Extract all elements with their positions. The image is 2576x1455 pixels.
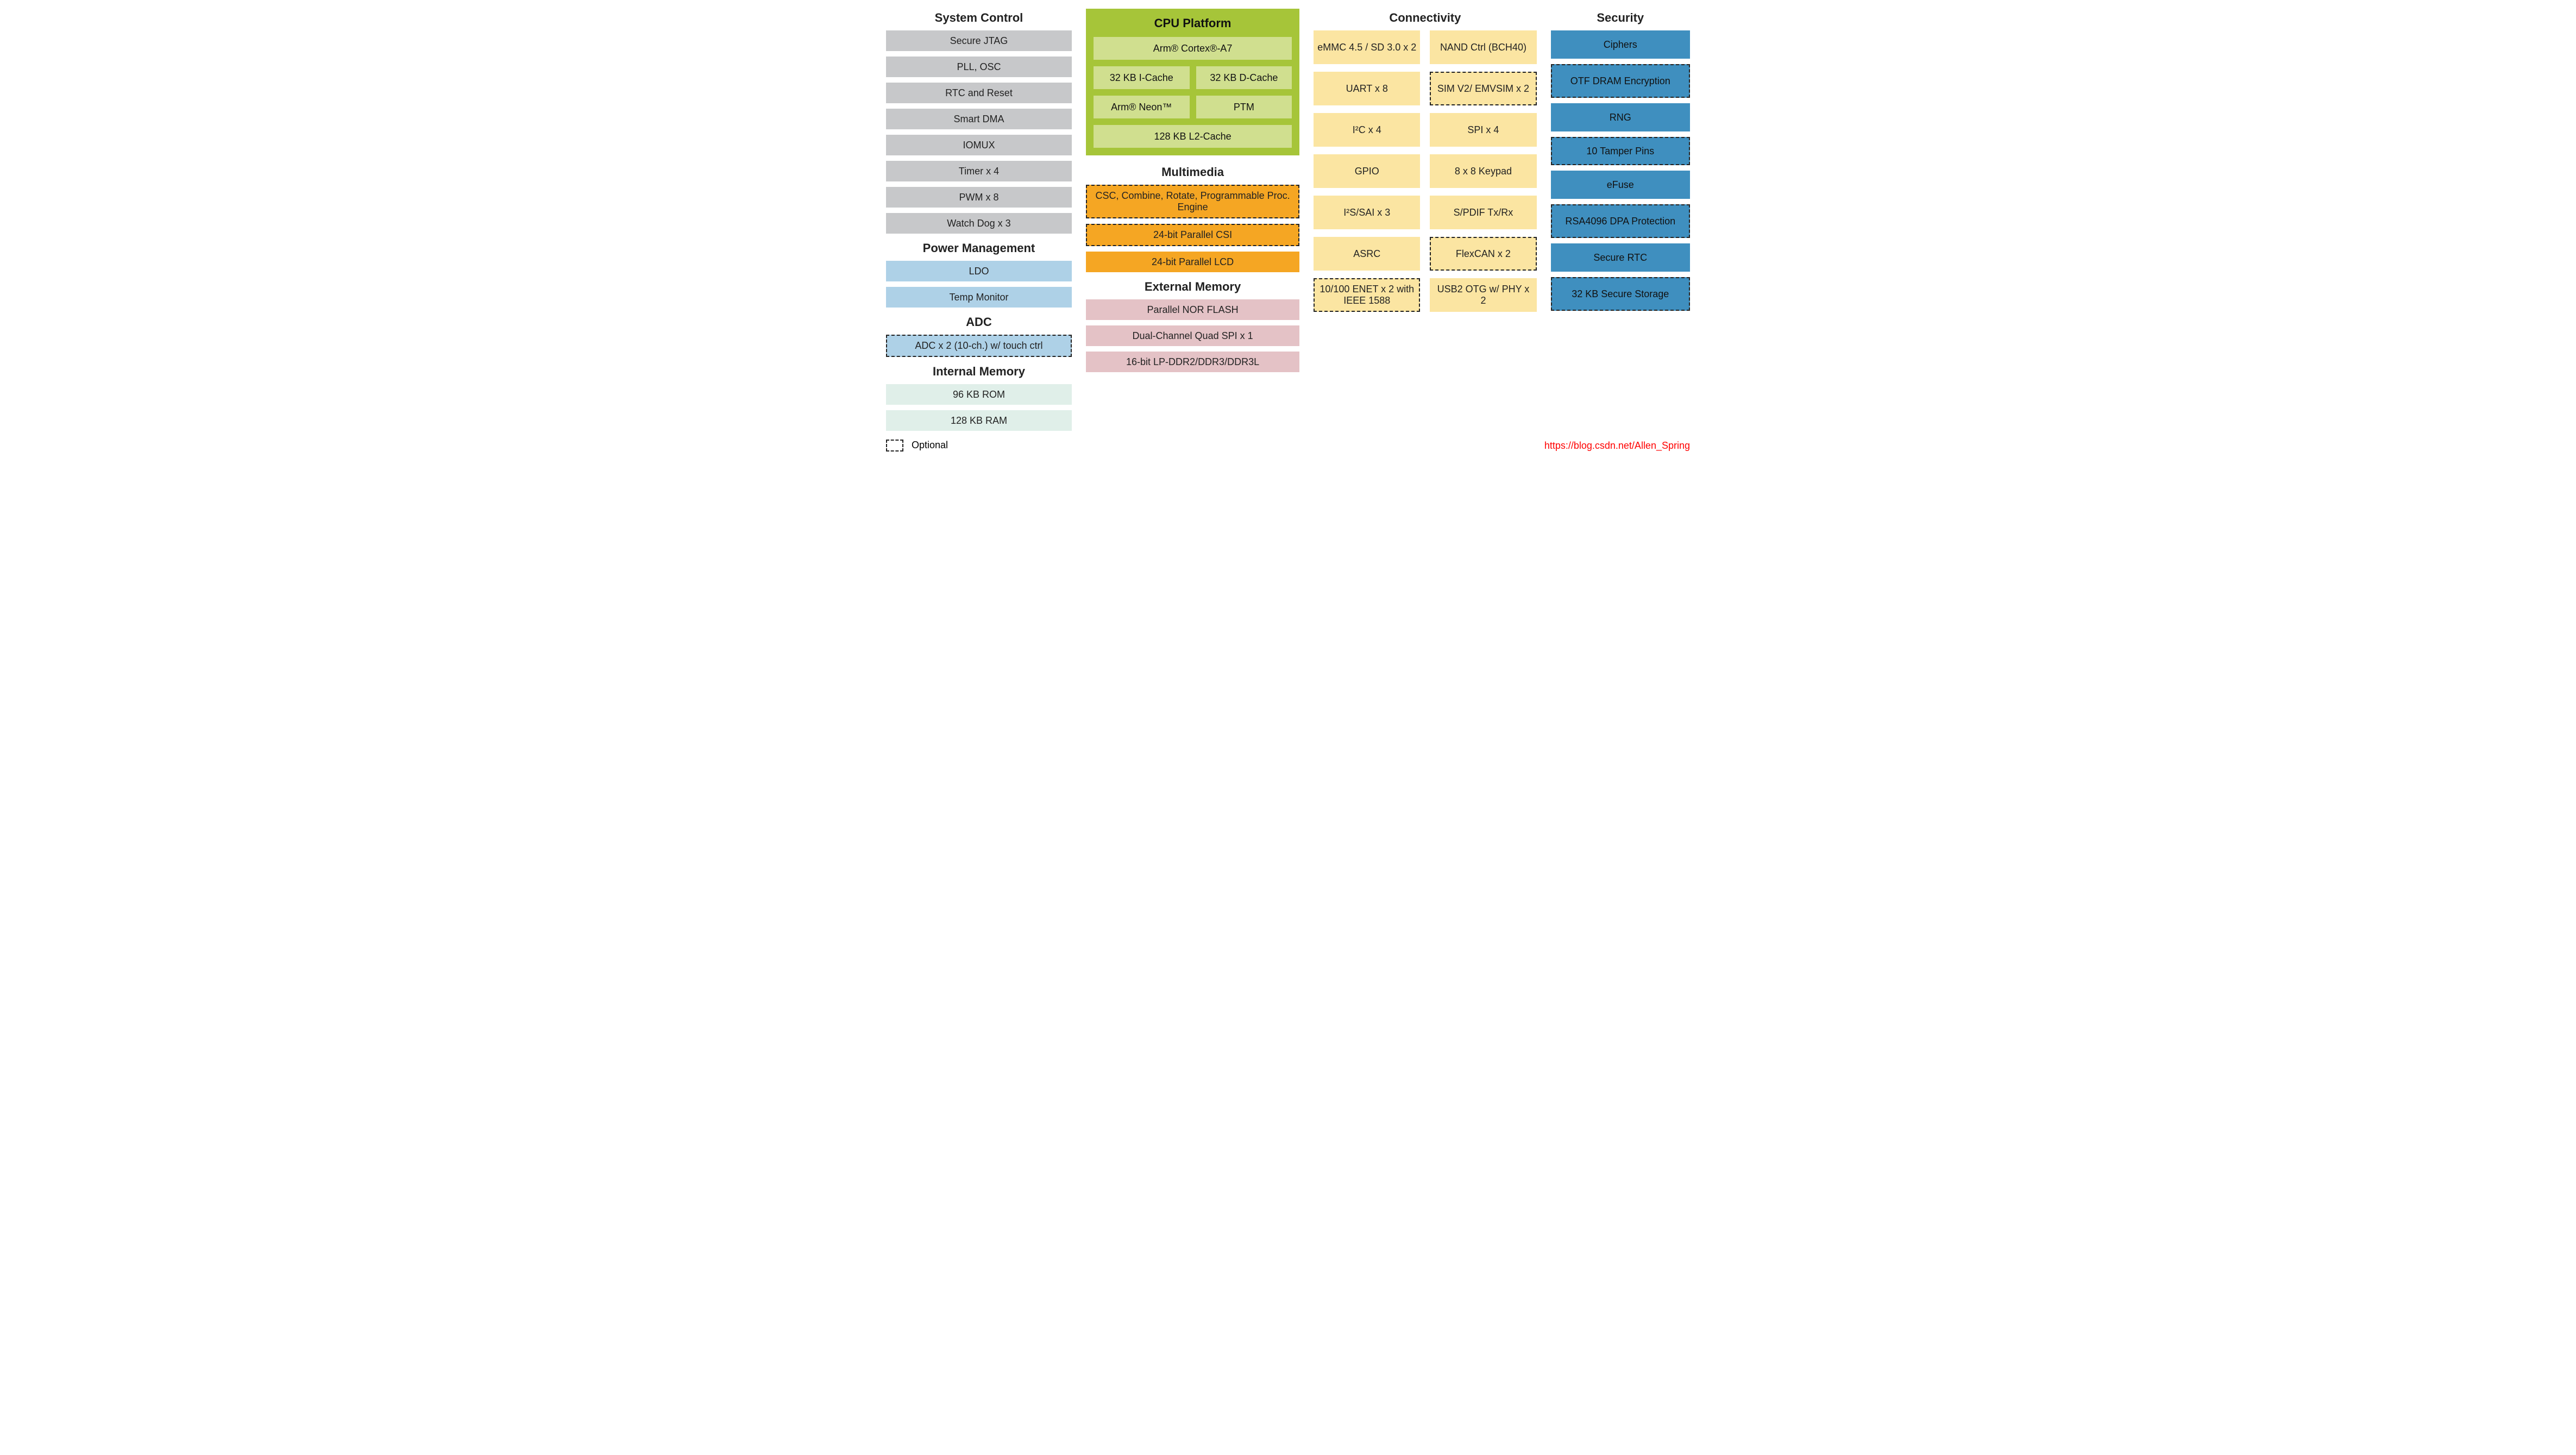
block-efuse: eFuse: [1551, 171, 1690, 199]
block-rsa: RSA4096 DPA Protection: [1551, 204, 1690, 238]
block-ddr: 16-bit LP-DDR2/DDR3/DDR3L: [1086, 352, 1299, 372]
block-watchdog: Watch Dog x 3: [886, 213, 1072, 234]
block-spi: SPI x 4: [1430, 113, 1536, 147]
block-nor-flash: Parallel NOR FLASH: [1086, 299, 1299, 320]
block-temp-monitor: Temp Monitor: [886, 287, 1072, 308]
block-keypad: 8 x 8 Keypad: [1430, 154, 1536, 188]
block-timer: Timer x 4: [886, 161, 1072, 181]
system-control-title: System Control: [886, 11, 1072, 25]
security-title: Security: [1551, 11, 1690, 25]
block-otf-dram: OTF DRAM Encryption: [1551, 64, 1690, 98]
multimedia-title: Multimedia: [1086, 165, 1299, 179]
block-enet: 10/100 ENET x 2 with IEEE 1588: [1314, 278, 1420, 312]
source-url: https://blog.csdn.net/Allen_Spring: [1544, 440, 1690, 451]
adc-title: ADC: [886, 315, 1072, 329]
block-csc: CSC, Combine, Rotate, Programmable Proc.…: [1086, 185, 1299, 218]
block-spdif: S/PDIF Tx/Rx: [1430, 196, 1536, 229]
block-ciphers: Ciphers: [1551, 30, 1690, 59]
block-lcd: 24-bit Parallel LCD: [1086, 252, 1299, 272]
block-usb: USB2 OTG w/ PHY x 2: [1430, 278, 1536, 312]
block-secure-rtc: Secure RTC: [1551, 243, 1690, 272]
block-quad-spi: Dual-Channel Quad SPI x 1: [1086, 325, 1299, 346]
block-secure-jtag: Secure JTAG: [886, 30, 1072, 51]
block-nand: NAND Ctrl (BCH40): [1430, 30, 1536, 64]
col-left: System Control Secure JTAG PLL, OSC RTC …: [886, 9, 1072, 436]
block-gpio: GPIO: [1314, 154, 1420, 188]
block-csi: 24-bit Parallel CSI: [1086, 224, 1299, 246]
block-pwm: PWM x 8: [886, 187, 1072, 208]
block-secure-storage: 32 KB Secure Storage: [1551, 277, 1690, 311]
block-sim: SIM V2/ EMVSIM x 2: [1430, 72, 1536, 105]
block-smart-dma: Smart DMA: [886, 109, 1072, 129]
col-security: Security Ciphers OTF DRAM Encryption RNG…: [1551, 9, 1690, 436]
block-cortex-a7: Arm® Cortex®-A7: [1094, 37, 1292, 60]
block-neon: Arm® Neon™: [1094, 96, 1190, 118]
optional-swatch: [886, 440, 903, 451]
block-i2c: I²C x 4: [1314, 113, 1420, 147]
block-emmc: eMMC 4.5 / SD 3.0 x 2: [1314, 30, 1420, 64]
power-mgmt-title: Power Management: [886, 241, 1072, 255]
optional-label: Optional: [912, 440, 948, 450]
footer: Optional https://blog.csdn.net/Allen_Spr…: [886, 440, 1690, 451]
block-icache: 32 KB I-Cache: [1094, 66, 1190, 89]
block-dcache: 32 KB D-Cache: [1196, 66, 1292, 89]
block-flexcan: FlexCAN x 2: [1430, 237, 1536, 271]
block-tamper: 10 Tamper Pins: [1551, 137, 1690, 165]
block-iomux: IOMUX: [886, 135, 1072, 155]
legend-optional: Optional: [886, 440, 948, 451]
soc-block-diagram: System Control Secure JTAG PLL, OSC RTC …: [886, 9, 1690, 436]
block-asrc: ASRC: [1314, 237, 1420, 271]
col-connectivity: Connectivity eMMC 4.5 / SD 3.0 x 2 NAND …: [1314, 9, 1536, 436]
block-rng: RNG: [1551, 103, 1690, 131]
block-l2cache: 128 KB L2-Cache: [1094, 125, 1292, 148]
block-rom: 96 KB ROM: [886, 384, 1072, 405]
block-ptm: PTM: [1196, 96, 1292, 118]
external-memory-title: External Memory: [1086, 280, 1299, 294]
block-ldo: LDO: [886, 261, 1072, 281]
block-i2s: I²S/SAI x 3: [1314, 196, 1420, 229]
block-adc: ADC x 2 (10-ch.) w/ touch ctrl: [886, 335, 1072, 357]
cpu-platform-group: CPU Platform Arm® Cortex®-A7 32 KB I-Cac…: [1086, 9, 1299, 155]
col-center: CPU Platform Arm® Cortex®-A7 32 KB I-Cac…: [1086, 9, 1299, 436]
connectivity-grid: eMMC 4.5 / SD 3.0 x 2 NAND Ctrl (BCH40) …: [1314, 30, 1536, 312]
block-uart: UART x 8: [1314, 72, 1420, 105]
cpu-platform-title: CPU Platform: [1094, 16, 1292, 30]
internal-memory-title: Internal Memory: [886, 365, 1072, 379]
block-pll-osc: PLL, OSC: [886, 57, 1072, 77]
connectivity-title: Connectivity: [1314, 11, 1536, 25]
block-rtc-reset: RTC and Reset: [886, 83, 1072, 103]
block-ram: 128 KB RAM: [886, 410, 1072, 431]
